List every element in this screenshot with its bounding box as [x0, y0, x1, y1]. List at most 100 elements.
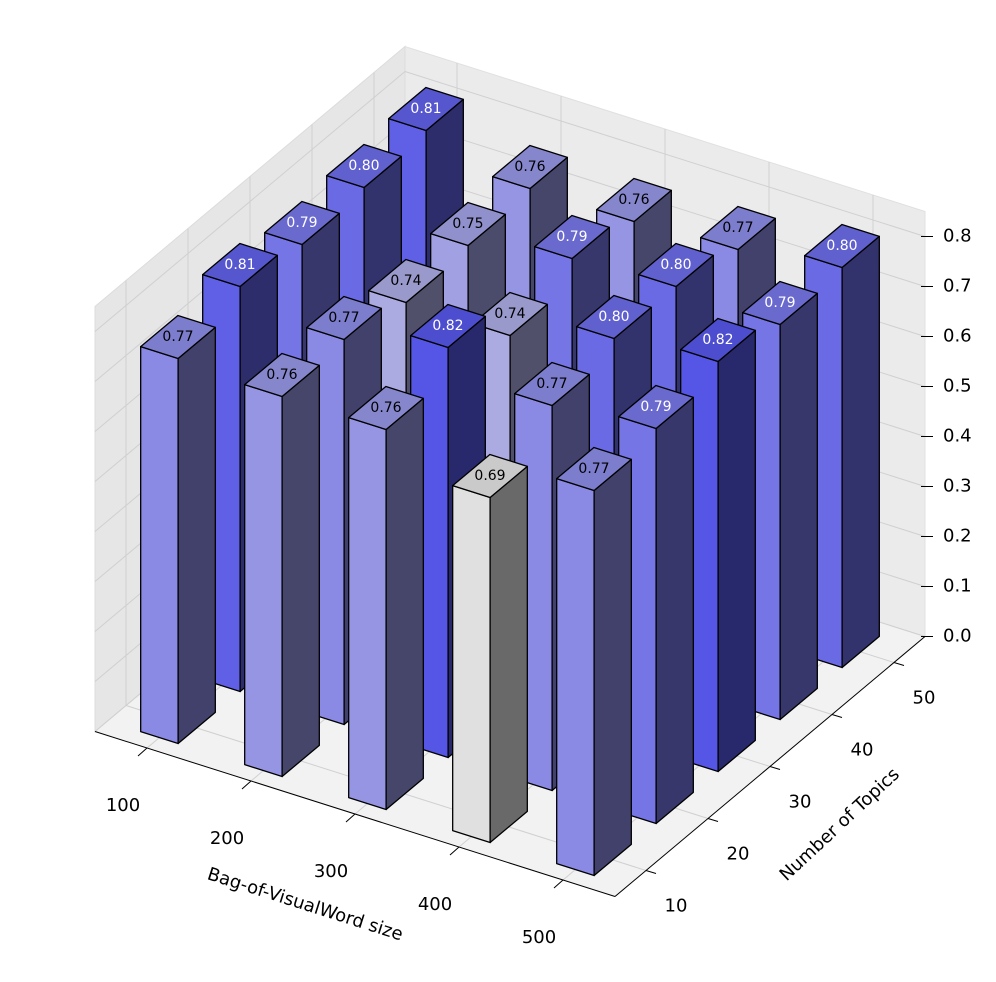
bar-top	[388, 86, 464, 132]
bar-side	[655, 396, 694, 825]
z-tick-label: 0.3	[943, 476, 972, 497]
value-label: 0.77	[536, 376, 567, 392]
bar-top	[596, 177, 672, 223]
bar: 0.77	[140, 314, 216, 745]
bar-side	[177, 326, 216, 745]
bar: 0.69	[452, 453, 528, 844]
bar-top	[368, 258, 444, 304]
value-label: 0.80	[348, 158, 379, 174]
y-tick-label: 20	[727, 844, 750, 865]
x-tick-label: 300	[314, 861, 348, 882]
bar-top	[534, 214, 610, 260]
value-label: 0.81	[410, 101, 441, 117]
bar-top	[202, 242, 278, 288]
x-tick	[449, 846, 460, 856]
value-label: 0.77	[328, 310, 359, 326]
x-tick-label: 500	[522, 927, 556, 948]
z-tick-label: 0.0	[943, 626, 972, 647]
x-tick-label: 200	[210, 828, 244, 849]
bar-top	[680, 317, 756, 363]
value-label: 0.77	[578, 461, 609, 477]
value-label: 0.76	[514, 159, 545, 175]
y-tick	[645, 870, 657, 874]
bar-side	[779, 292, 818, 721]
value-label: 0.76	[370, 400, 401, 416]
z-tick-label: 0.1	[943, 576, 972, 597]
bar-top	[452, 453, 528, 499]
value-label: 0.82	[702, 332, 733, 348]
z-tick-label: 0.5	[943, 376, 972, 397]
y-tick	[893, 662, 905, 666]
value-label: 0.77	[722, 220, 753, 236]
x-tick	[553, 879, 564, 889]
z-tick-label: 0.2	[943, 526, 972, 547]
bar-front	[140, 346, 179, 745]
y-axis-label: Number of Topics	[776, 764, 904, 886]
value-label: 0.76	[266, 367, 297, 383]
z-tick-label: 0.8	[943, 226, 972, 247]
value-label: 0.81	[224, 257, 255, 273]
x-tick	[241, 780, 252, 790]
value-label: 0.74	[494, 306, 525, 322]
value-label: 0.77	[162, 329, 193, 345]
bar-top	[492, 144, 568, 190]
bar-top	[742, 280, 818, 326]
bar-side	[593, 458, 632, 877]
y-axis-line	[614, 636, 926, 897]
bar-top	[700, 205, 776, 251]
x-axis-line	[94, 731, 616, 897]
bar-top	[410, 303, 486, 349]
bar-top	[556, 446, 632, 492]
bar-top	[348, 385, 424, 431]
bar-front	[244, 384, 283, 778]
value-label: 0.74	[390, 273, 421, 289]
bar-side	[385, 397, 424, 811]
z-tick-label: 0.4	[943, 426, 972, 447]
bar-top	[244, 352, 320, 398]
value-label: 0.80	[826, 238, 857, 254]
bar-top	[430, 201, 506, 247]
z-tick-label: 0.6	[943, 326, 972, 347]
bar-side	[281, 364, 320, 778]
axes: 100 200 300 400 500 10 20 30 40 50 0.0 0.1 0.2 0.3 0.4…	[94, 226, 972, 948]
x-tick	[137, 747, 148, 757]
bar-top	[804, 223, 880, 269]
bar-front	[348, 417, 387, 811]
value-label: 0.69	[474, 468, 505, 484]
bar-top	[264, 200, 340, 246]
bar-side	[841, 235, 880, 669]
value-label: 0.76	[618, 192, 649, 208]
x-tick-label: 100	[106, 795, 140, 816]
value-label: 0.75	[452, 216, 483, 232]
bar-side	[717, 329, 756, 773]
y-tick-label: 40	[851, 740, 874, 761]
bar-top	[638, 242, 714, 288]
value-label: 0.79	[556, 229, 587, 245]
bar-front	[452, 485, 491, 844]
value-label: 0.79	[764, 295, 795, 311]
y-tick-label: 50	[913, 688, 936, 709]
x-tick-label: 400	[418, 894, 452, 915]
value-label: 0.80	[660, 257, 691, 273]
value-label: 0.79	[640, 399, 671, 415]
y-tick-label: 10	[665, 896, 688, 917]
y-tick	[769, 766, 781, 770]
bar: 0.76	[348, 385, 424, 811]
bar-top	[618, 384, 694, 430]
bar: 0.77	[556, 446, 632, 877]
bar-side	[489, 465, 528, 844]
bar-top	[326, 143, 402, 189]
bar-top	[576, 294, 652, 340]
value-label: 0.79	[286, 215, 317, 231]
bar-top	[514, 361, 590, 407]
grid-line	[94, 71, 406, 332]
value-label: 0.80	[598, 309, 629, 325]
bar-top	[306, 295, 382, 341]
z-tick-label: 0.7	[943, 276, 972, 297]
y-tick	[831, 714, 843, 718]
value-label: 0.82	[432, 318, 463, 334]
y-tick-label: 30	[789, 792, 812, 813]
bars: 0.81 0.76 0.76 0.77 0.80 0.80 0.75 0.79 0.80 0.79…	[140, 86, 880, 877]
